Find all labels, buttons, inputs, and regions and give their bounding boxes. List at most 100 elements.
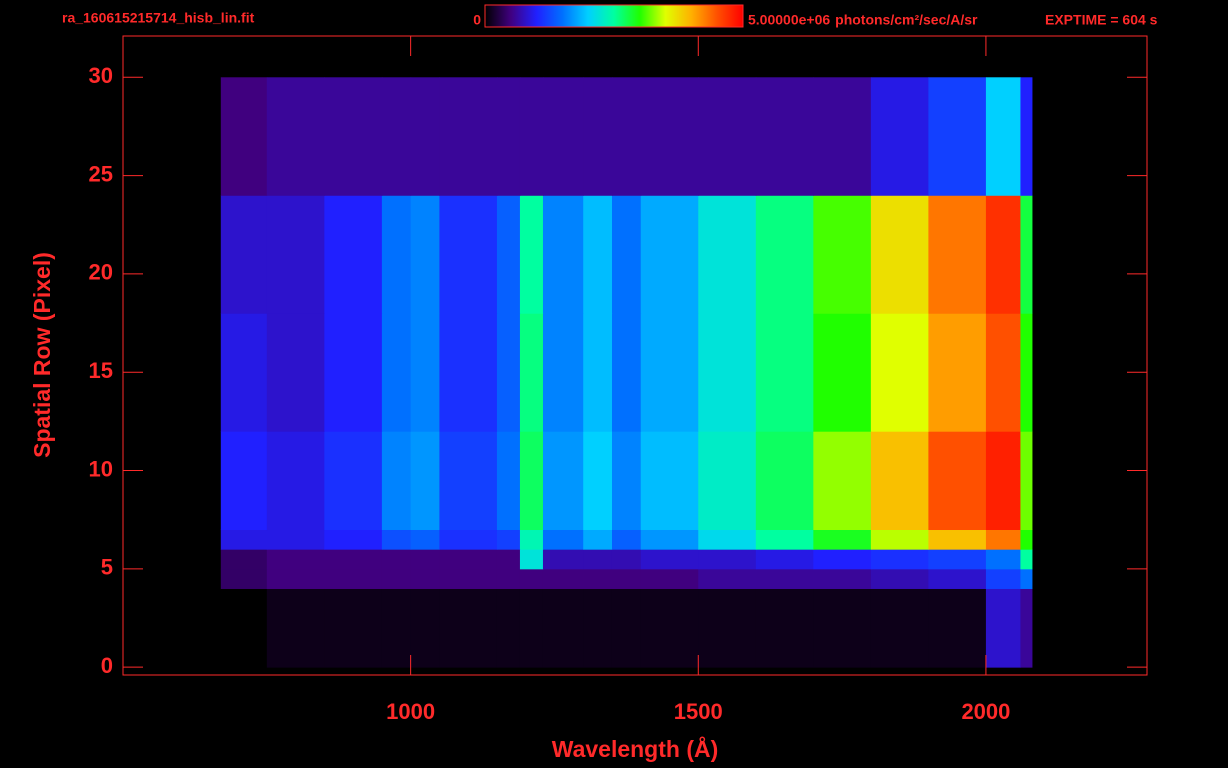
colorbar-tick-label: 5.00000e+06 bbox=[748, 12, 830, 28]
heatmap-cell bbox=[220, 549, 268, 570]
annotation: EXPTIME = 604 s bbox=[1045, 12, 1158, 28]
heatmap-cell bbox=[985, 529, 1021, 550]
heatmap-cell bbox=[266, 313, 325, 432]
heatmap-cell bbox=[611, 195, 642, 314]
heatmap-cell bbox=[985, 431, 1021, 531]
heatmap-cell bbox=[870, 549, 929, 570]
heatmap-cell bbox=[583, 195, 613, 314]
heatmap-cell bbox=[220, 77, 268, 196]
heatmap-cell bbox=[496, 77, 521, 196]
heatmap-cell bbox=[640, 195, 699, 314]
heatmap-cell bbox=[928, 195, 987, 314]
heatmap-cell bbox=[496, 549, 521, 570]
heatmap-cell bbox=[324, 529, 383, 550]
heatmap-cell bbox=[410, 529, 440, 550]
heatmap-cell bbox=[870, 77, 929, 196]
y-tick-label: 0 bbox=[101, 653, 113, 678]
heatmap-cell bbox=[324, 431, 383, 531]
heatmap-cell bbox=[519, 588, 544, 668]
heatmap-cell bbox=[496, 568, 521, 589]
heatmap-cell bbox=[698, 549, 757, 570]
heatmap-cell bbox=[439, 549, 498, 570]
heatmap-cell bbox=[324, 549, 383, 570]
chart-title: ra_160615215714_hisb_lin.fit bbox=[62, 10, 255, 26]
heatmap-cell bbox=[611, 77, 642, 196]
heatmap-cell bbox=[755, 195, 814, 314]
heatmap-cell bbox=[985, 568, 1021, 589]
heatmap-cell bbox=[496, 431, 521, 531]
heatmap-cell bbox=[813, 195, 872, 314]
heatmap-cell bbox=[542, 568, 584, 589]
heatmap-cell bbox=[266, 568, 325, 589]
heatmap-cell bbox=[542, 549, 584, 570]
heatmap-cell bbox=[755, 529, 814, 550]
heatmap-cell bbox=[755, 588, 814, 668]
heatmap-cell bbox=[519, 549, 544, 570]
heatmap-cell bbox=[542, 77, 584, 196]
heatmap-cell bbox=[381, 549, 412, 570]
heatmap-cell bbox=[870, 195, 929, 314]
heatmap-cell bbox=[266, 77, 325, 196]
heatmap-cell bbox=[985, 77, 1021, 196]
heatmap-cell bbox=[813, 549, 872, 570]
x-axis-label: Wavelength (Å) bbox=[552, 735, 719, 762]
heatmap-cell bbox=[381, 529, 412, 550]
heatmap-cell bbox=[870, 529, 929, 550]
heatmap-cell bbox=[698, 313, 757, 432]
heatmap-cell bbox=[410, 549, 440, 570]
heatmap-cell bbox=[1020, 529, 1033, 550]
heatmap-cell bbox=[1020, 568, 1033, 589]
heatmap-cell bbox=[611, 313, 642, 432]
heatmap-cell bbox=[324, 195, 383, 314]
heatmap-cell bbox=[266, 588, 325, 668]
heatmap-cell bbox=[928, 431, 987, 531]
heatmap-cell bbox=[496, 313, 521, 432]
y-tick-label: 20 bbox=[89, 260, 113, 285]
colorbar-tick-label: 0 bbox=[473, 12, 481, 28]
heatmap-cell bbox=[640, 549, 699, 570]
heatmap-cell bbox=[640, 588, 699, 668]
heatmap-cell bbox=[381, 431, 412, 531]
heatmap-cell bbox=[583, 77, 613, 196]
heatmap-cell bbox=[220, 313, 268, 432]
heatmap-cell bbox=[611, 588, 642, 668]
heatmap-cell bbox=[542, 195, 584, 314]
heatmap-cell bbox=[410, 431, 440, 531]
heatmap-cell bbox=[640, 313, 699, 432]
heatmap-cell bbox=[870, 313, 929, 432]
y-axis-label: Spatial Row (Pixel) bbox=[29, 252, 55, 458]
heatmap-cell bbox=[220, 568, 268, 589]
heatmap-cell bbox=[698, 195, 757, 314]
heatmap-cell bbox=[640, 431, 699, 531]
heatmap-cell bbox=[813, 431, 872, 531]
y-tick-label: 10 bbox=[89, 456, 113, 481]
heatmap-cell bbox=[583, 313, 613, 432]
heatmap-cell bbox=[813, 529, 872, 550]
plot-frame bbox=[122, 35, 1148, 676]
heatmap-cell bbox=[583, 568, 613, 589]
heatmap-cell bbox=[698, 588, 757, 668]
heatmap-cell bbox=[813, 313, 872, 432]
heatmap-cell bbox=[755, 568, 814, 589]
heatmap-cell bbox=[813, 77, 872, 196]
heatmap-cell bbox=[755, 431, 814, 531]
heatmap-cell bbox=[583, 549, 613, 570]
heatmap-cell bbox=[611, 549, 642, 570]
heatmap-cell bbox=[439, 568, 498, 589]
heatmap-cell bbox=[266, 431, 325, 531]
heatmap-cell bbox=[985, 313, 1021, 432]
y-tick-label: 15 bbox=[89, 358, 113, 383]
heatmap bbox=[220, 77, 1033, 668]
heatmap-cell bbox=[928, 529, 987, 550]
heatmap-cell bbox=[1020, 313, 1033, 432]
heatmap-cell bbox=[755, 549, 814, 570]
heatmap-cell bbox=[928, 313, 987, 432]
heatmap-cell bbox=[1020, 431, 1033, 531]
heatmap-cell bbox=[410, 568, 440, 589]
heatmap-cell bbox=[583, 529, 613, 550]
heatmap-cell bbox=[698, 529, 757, 550]
heatmap-cell bbox=[496, 195, 521, 314]
heatmap-cell bbox=[640, 77, 699, 196]
heatmap-cell bbox=[928, 549, 987, 570]
heatmap-cell bbox=[698, 431, 757, 531]
